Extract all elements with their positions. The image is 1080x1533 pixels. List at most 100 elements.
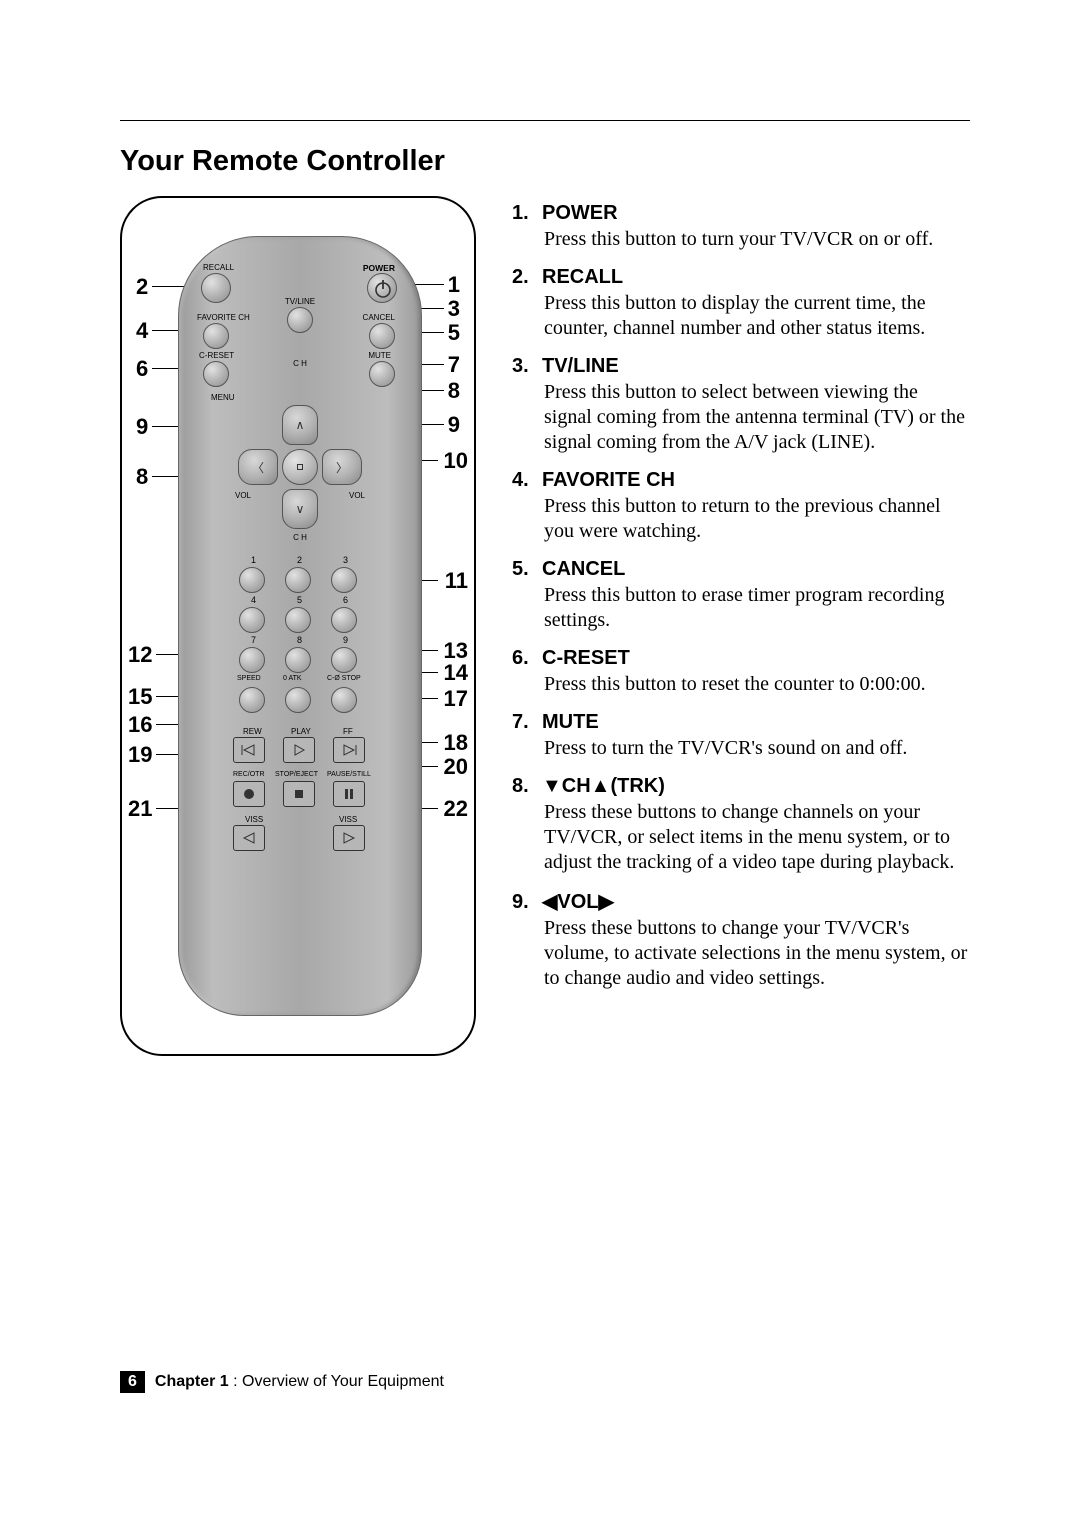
lbl-favch: FAVORITE CH <box>197 313 250 322</box>
callout-6: 6 <box>136 356 148 382</box>
viss-back-button[interactable] <box>233 825 265 851</box>
key-0[interactable] <box>285 687 311 713</box>
item-body: Press this button to select between view… <box>512 380 970 455</box>
item-title: RECALL <box>542 266 623 289</box>
callout-19: 19 <box>128 742 152 768</box>
callout-22: 22 <box>444 796 468 822</box>
item-num: 5. <box>512 558 532 581</box>
pause-button[interactable] <box>333 781 365 807</box>
item-title: C-RESET <box>542 647 630 670</box>
item-title: TV/LINE <box>542 355 619 378</box>
callout-2: 2 <box>136 274 148 300</box>
key-9[interactable] <box>331 647 357 673</box>
lbl-mute: MUTE <box>368 351 391 360</box>
numlbl-6: 6 <box>343 595 348 605</box>
numlbl-3: 3 <box>343 555 348 565</box>
item-4: 4.FAVORITE CH Press this button to retur… <box>512 469 970 544</box>
callout-12: 12 <box>128 642 152 668</box>
vol-down-button[interactable]: 〈 <box>238 449 278 485</box>
callout-21: 21 <box>128 796 152 822</box>
callout-17: 17 <box>444 686 468 712</box>
rec-icon <box>242 787 256 801</box>
numlbl-8: 8 <box>297 635 302 645</box>
item-1: 1.POWER Press this button to turn your T… <box>512 202 970 252</box>
play-button[interactable] <box>283 737 315 763</box>
rec-button[interactable] <box>233 781 265 807</box>
remote-column: 2 4 6 9 8 12 15 1 6 19 21 <box>120 196 476 1056</box>
key-7[interactable] <box>239 647 265 673</box>
item-num: 4. <box>512 469 532 492</box>
lbl-ch-2: C H <box>293 533 307 542</box>
cancel-button[interactable] <box>369 323 395 349</box>
chapter-title: : Overview of Your Equipment <box>229 1373 444 1390</box>
key-cstop[interactable] <box>331 687 357 713</box>
viss-back-icon <box>240 831 258 845</box>
lbl-play: PLAY <box>291 727 311 736</box>
callout-8l: 8 <box>136 464 148 490</box>
recall-button[interactable] <box>201 273 231 303</box>
rew-button[interactable] <box>233 737 265 763</box>
page: Your Remote Controller 2 4 6 9 8 12 15 1… <box>0 0 1080 1056</box>
stop-button[interactable] <box>283 781 315 807</box>
chevron-left-icon: 〈 <box>252 459 264 476</box>
item-title: FAVORITE CH <box>542 469 675 492</box>
menu-ok-button[interactable] <box>282 449 318 485</box>
lbl-ch-1: C H <box>293 359 307 368</box>
item-title: ▼CH▲(TRK) <box>542 775 665 798</box>
pause-icon <box>342 787 356 801</box>
ch-down-button[interactable]: ∨ <box>282 489 318 529</box>
item-title: MUTE <box>542 711 599 734</box>
power-icon <box>368 274 398 304</box>
callout-7: 7 <box>448 352 460 378</box>
creset-button[interactable] <box>203 361 229 387</box>
mute-button[interactable] <box>369 361 395 387</box>
viss-fwd-button[interactable] <box>333 825 365 851</box>
lbl-viss-l: VISS <box>245 815 263 824</box>
numlbl-1: 1 <box>251 555 256 565</box>
callout-8r: 8 <box>448 378 460 404</box>
numlbl-4: 4 <box>251 595 256 605</box>
item-body: Press this button to display the current… <box>512 291 970 341</box>
ff-button[interactable] <box>333 737 365 763</box>
item-2: 2.RECALL Press this button to display th… <box>512 266 970 341</box>
chevron-down-icon: ∨ <box>296 502 305 517</box>
item-9: 9.◀VOL▶ Press these buttons to change yo… <box>512 889 970 991</box>
numlbl-0atk: 0 ATK <box>283 675 302 682</box>
numlbl-2: 2 <box>297 555 302 565</box>
callout-4: 4 <box>136 318 148 344</box>
key-5[interactable] <box>285 607 311 633</box>
item-6: 6.C-RESET Press this button to reset the… <box>512 647 970 697</box>
stop-icon <box>292 787 306 801</box>
callout-15: 15 <box>128 684 152 710</box>
key-1[interactable] <box>239 567 265 593</box>
item-8: 8.▼CH▲(TRK) Press these buttons to chang… <box>512 775 970 875</box>
numlbl-speed: SPEED <box>237 675 261 682</box>
lbl-creset: C-RESET <box>199 351 234 360</box>
key-2[interactable] <box>285 567 311 593</box>
rew-icon <box>240 743 258 757</box>
item-body: Press this button to erase timer program… <box>512 583 970 633</box>
key-3[interactable] <box>331 567 357 593</box>
numlbl-9: 9 <box>343 635 348 645</box>
favorite-ch-button[interactable] <box>203 323 229 349</box>
item-body: Press this button to reset the counter t… <box>512 672 970 697</box>
power-button[interactable] <box>367 273 397 303</box>
key-6[interactable] <box>331 607 357 633</box>
item-num: 3. <box>512 355 532 378</box>
lbl-viss-r: VISS <box>339 815 357 824</box>
item-body: Press this button to turn your TV/VCR on… <box>512 227 970 252</box>
callout-9l: 9 <box>136 414 148 440</box>
key-speed[interactable] <box>239 687 265 713</box>
tvline-button[interactable] <box>287 307 313 333</box>
lbl-menu: MENU <box>211 393 235 402</box>
ch-up-button[interactable]: ∧ <box>282 405 318 445</box>
remote-body: RECALL POWER TV/LINE FAVORITE CH CANCEL … <box>178 236 422 1016</box>
key-4[interactable] <box>239 607 265 633</box>
lbl-rec: REC/OTR <box>233 771 265 778</box>
footer: 6 Chapter 1 : Overview of Your Equipment <box>120 1371 444 1393</box>
key-8[interactable] <box>285 647 311 673</box>
vol-up-button[interactable]: 〉 <box>322 449 362 485</box>
callout-3: 3 <box>448 296 460 322</box>
page-title: Your Remote Controller <box>120 145 970 178</box>
item-title: ◀VOL▶ <box>542 889 614 914</box>
